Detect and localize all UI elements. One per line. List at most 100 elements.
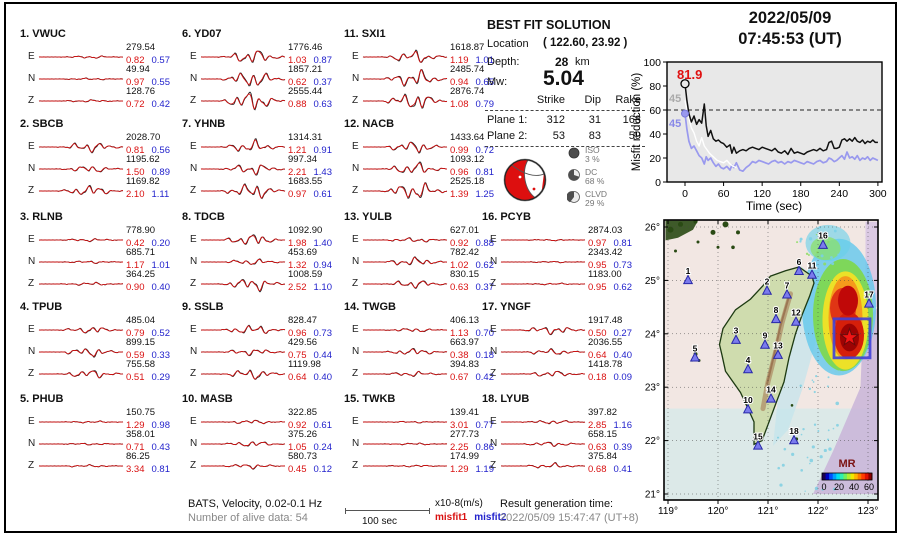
observed-trace: [362, 256, 448, 266]
misfit-values: 1.29 0.98: [126, 420, 170, 431]
map-station-number: 18: [789, 426, 799, 436]
component-label: E: [190, 51, 197, 62]
misfit1-legend-label: misfit1: [435, 512, 468, 523]
y-tick-label: 40: [649, 129, 661, 141]
misfit-values: 0.94 0.65: [450, 77, 494, 88]
component-label: E: [190, 141, 197, 152]
station-title: 1. VWUC: [20, 28, 66, 40]
map-station-marker-11: 11: [807, 260, 818, 279]
component-label: E: [490, 416, 497, 427]
map-station-number: 1: [686, 266, 691, 276]
waveform-trace: [200, 419, 286, 425]
misfit-values: 1.05 0.24: [288, 442, 332, 453]
misfit-values: 0.59 0.33: [126, 350, 170, 361]
misfit1-value: 0.88: [288, 99, 307, 110]
misfit2-value: 0.33: [151, 350, 171, 361]
waveform-trace: [200, 183, 286, 200]
component-label: Z: [490, 368, 497, 379]
misfit2-value: 0.40: [613, 350, 633, 361]
component-label: N: [28, 346, 36, 357]
synthetic-trace: [362, 371, 448, 377]
misfit-values: 1.17 1.01: [126, 260, 170, 271]
amplitude-value: 1093.12: [450, 154, 485, 165]
misfit-values: 0.75 0.44: [288, 350, 332, 361]
waveform-trace: [200, 138, 286, 152]
map-station-number: 10: [743, 395, 753, 405]
waveform-trace: [38, 55, 124, 59]
misfit2-value: 1.10: [313, 282, 333, 293]
misfit1-value: 2.85: [588, 420, 607, 431]
synthetic-trace: [362, 141, 448, 153]
misfit-values: 0.50 0.27: [588, 328, 632, 339]
component-label: Z: [352, 460, 359, 471]
misfit1-value: 1.02: [450, 260, 469, 271]
misfit-values: 0.51 0.29: [126, 372, 170, 383]
map-lon-label: 123°: [858, 506, 879, 517]
misfit2-value: 0.40: [313, 372, 333, 383]
misfit1-value: 0.51: [126, 372, 145, 383]
component-label: Z: [28, 95, 35, 106]
event-time: 07:45:53 (UT): [738, 30, 842, 48]
misfit-reduction-white-line: [684, 100, 737, 169]
x-tick-label: 120: [753, 188, 771, 200]
map-station-marker-15: 15: [752, 430, 764, 450]
table-header-strike: Strike: [536, 94, 565, 106]
synthetic-trace: [200, 235, 286, 245]
misfit2-value: 0.79: [475, 99, 495, 110]
component-label: N: [190, 438, 198, 449]
misfit-values: 0.96 0.81: [450, 167, 494, 178]
depth-label: Depth:: [487, 56, 520, 68]
misfit-values: 0.63 0.39: [588, 442, 632, 453]
misfit1-value: 0.97: [588, 238, 607, 249]
station-title: 8. TDCB: [182, 211, 225, 223]
synthetic-trace: [200, 419, 285, 424]
map-station-marker-1: 1: [682, 265, 694, 285]
misfit-values: 0.45 0.12: [288, 464, 332, 475]
misfit-values: 0.97 0.61: [288, 189, 332, 200]
waveform-trace: [200, 464, 286, 470]
event-datetime: 2022/05/09 07:45:53 (UT): [688, 8, 892, 50]
waveform-trace: [362, 280, 448, 289]
misfit2-value: 1.40: [313, 238, 333, 249]
misfit2-value: 0.09: [613, 372, 633, 383]
component-label: N: [28, 438, 36, 449]
component-label: N: [352, 256, 360, 267]
waveform-trace: [362, 464, 447, 468]
synthetic-trace: [200, 164, 285, 175]
station-title: 3. RLNB: [20, 211, 63, 223]
component-label: N: [352, 438, 360, 449]
y-axis-title: Misfit reduction (%): [631, 73, 643, 172]
misfit-values: 0.64 0.40: [588, 350, 632, 361]
station-title: 7. YHNB: [182, 118, 226, 130]
plane1-dip: 31: [588, 114, 601, 126]
misfit1-value: 0.72: [126, 99, 145, 110]
amplitude-value: 139.41: [450, 407, 480, 418]
synthetic-trace: [200, 258, 286, 265]
misfit1-value: 0.64: [588, 350, 607, 361]
map-station-number: 15: [753, 431, 763, 441]
plane2-label: Plane 2:: [487, 130, 528, 142]
misfit2-value: 0.42: [151, 99, 171, 110]
waveform-trace: [200, 91, 286, 111]
misfit1-value: 1.05: [288, 442, 307, 453]
waveform-trace: [38, 77, 124, 81]
component-label: N: [490, 256, 498, 267]
station-block-NACB: 12. NACB E 1433.64 0.99 0.72 N 1093.12 0.96 0.81…: [338, 118, 500, 215]
misfit-values: 1.03 0.87: [288, 55, 332, 66]
misfit1-value: 0.62: [288, 77, 307, 88]
waveform-trace: [500, 419, 586, 425]
waveform-trace: [200, 349, 285, 357]
component-label: N: [190, 346, 198, 357]
amplitude-unit: x10-8(m/s): [435, 498, 483, 509]
waveform-trace: [200, 324, 286, 334]
synthetic-trace: [201, 370, 286, 380]
waveform-trace: [38, 184, 124, 195]
misfit1-value: 0.75: [288, 350, 307, 361]
misfit-reduction-best-line: [684, 83, 878, 156]
map-panel: 119° 120° 121° 122° 123° 21° 22° 23° 24° 25° 26° 1 2…: [634, 215, 892, 517]
dc-label: DC: [585, 167, 598, 177]
station-block-TWGB: 14. TWGB E 406.13 1.13 0.70 N 663.97 0.38 0.18 Z 3…: [338, 301, 500, 398]
waveform-trace: [200, 234, 286, 245]
component-label: Z: [28, 368, 35, 379]
